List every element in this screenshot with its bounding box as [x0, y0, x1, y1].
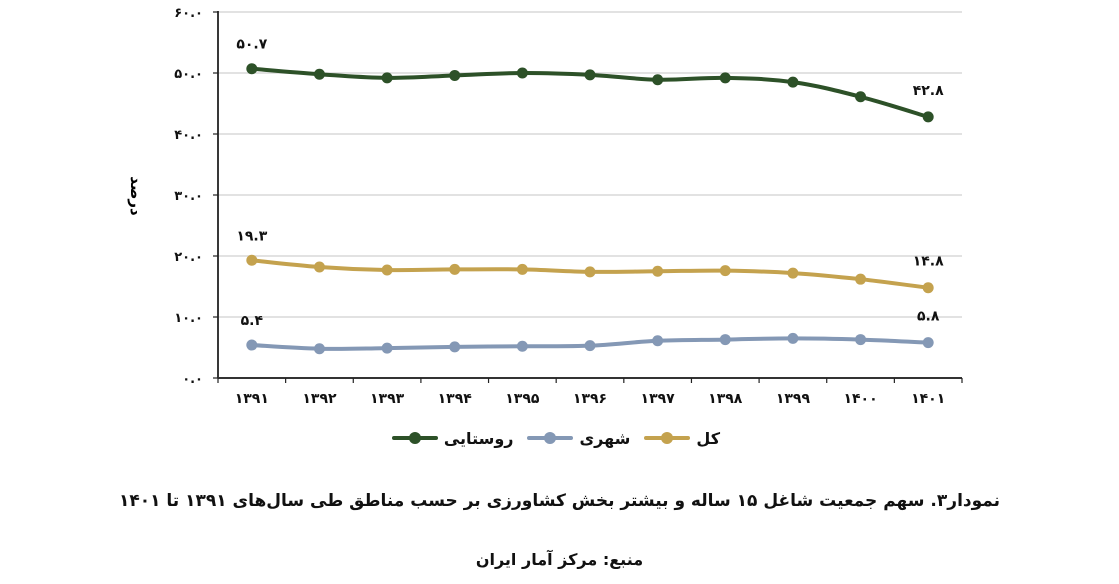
data-point — [381, 72, 393, 84]
data-point — [922, 282, 934, 294]
data-point — [922, 337, 934, 349]
y-tick-label: ۵۰.۰ — [174, 67, 203, 82]
legend-label-urban: شهری — [579, 428, 631, 448]
legend-item-urban: شهری — [527, 429, 630, 448]
data-point — [855, 273, 867, 285]
data-point — [449, 341, 461, 353]
data-point — [381, 342, 393, 354]
chart-caption-source: منبع: مرکز آمار ایران — [475, 550, 644, 569]
data-point — [787, 76, 799, 88]
data-point — [652, 265, 664, 277]
x-tick-label: ۱۳۹۱ — [235, 391, 269, 407]
legend-label-rural: روستایی — [443, 428, 514, 448]
legend-item-total: کل — [644, 429, 720, 448]
axes — [213, 11, 963, 383]
legend: روستایی شهری کل — [391, 424, 720, 452]
series-کل: ۱۹.۳ ۱۴.۸ — [236, 228, 944, 294]
x-tick-label: ۱۳۹۳ — [370, 391, 405, 407]
x-tick-label: ۱۳۹۴ — [438, 391, 473, 407]
data-point — [516, 340, 528, 352]
y-tick-label: ۱۰.۰ — [174, 311, 203, 326]
data-label: ۵.۸ — [917, 309, 940, 325]
data-point — [449, 69, 461, 81]
chart-caption-title: نمودار۳. سهم جمعیت شاغل ۱۵ ساله و بیشتر … — [118, 491, 1001, 511]
x-tick-label: ۱۳۹۷ — [641, 391, 676, 407]
x-axis-ticks: ۱۳۹۱ ۱۳۹۲ ۱۳۹۳ ۱۳۹۴ ۱۳۹۵ ۱۳۹۶ ۱۳۹۷ ۱۳۹۸ ۱۳۹۹ ۱۴۰۰… — [235, 391, 946, 407]
y-tick-label: ۰.۰ — [182, 372, 203, 387]
y-tick-label: ۶۰.۰ — [174, 6, 203, 21]
data-point — [787, 332, 799, 344]
x-tick-label: ۱۳۹۵ — [505, 391, 540, 407]
series-شهری: ۵.۴ ۵.۸ — [241, 309, 940, 355]
x-tick-label: ۱۴۰۰ — [843, 391, 877, 407]
data-point — [246, 339, 258, 351]
data-point — [246, 63, 258, 75]
data-point — [313, 261, 325, 273]
data-point — [381, 264, 393, 276]
total-line-marker-icon — [644, 431, 691, 445]
data-point — [719, 334, 731, 346]
data-label: ۱۴.۸ — [913, 254, 944, 270]
data-point — [922, 111, 934, 123]
data-point — [652, 335, 664, 347]
y-axis-ticks: ۰.۰ ۱۰.۰ ۲۰.۰ ۳۰.۰ ۴۰.۰ ۵۰.۰ ۶۰.۰ — [174, 6, 203, 387]
data-point — [719, 72, 731, 84]
data-point — [584, 266, 596, 278]
data-point — [246, 254, 258, 266]
x-tick-label: ۱۳۹۹ — [776, 391, 811, 407]
data-point — [516, 263, 528, 275]
data-point — [855, 334, 867, 346]
data-point — [584, 340, 596, 352]
data-point — [855, 91, 867, 103]
series-روستایی: ۵۰.۷ ۴۲.۸ — [236, 37, 944, 123]
y-tick-label: ۳۰.۰ — [174, 189, 203, 204]
data-point — [449, 263, 461, 275]
y-tick-label: ۲۰.۰ — [174, 250, 203, 265]
rural-line-marker-icon — [391, 431, 438, 445]
data-series: ۵۰.۷ ۴۲.۸ ۵.۴ ۵.۸ ۱۹.۳ ۱۴.۸ — [236, 37, 944, 355]
data-point — [313, 343, 325, 355]
line-chart: ۰.۰ ۱۰.۰ ۲۰.۰ ۳۰.۰ ۴۰.۰ ۵۰.۰ ۶۰.۰ ۱۳۹۱ ۱۳۹۲ ۱۳۹۳… — [127, 6, 963, 407]
x-tick-label: ۱۳۹۲ — [302, 391, 337, 407]
data-label: ۵.۴ — [241, 313, 264, 329]
data-point — [719, 265, 731, 277]
data-label: ۱۹.۳ — [236, 228, 267, 244]
legend-label-total: کل — [696, 428, 720, 448]
x-tick-label: ۱۴۰۱ — [911, 391, 945, 407]
y-tick-label: ۴۰.۰ — [174, 128, 203, 143]
data-point — [787, 267, 799, 279]
data-label: ۴۲.۸ — [913, 83, 944, 99]
x-tick-label: ۱۳۹۶ — [573, 391, 607, 407]
y-axis-label: درصد — [127, 176, 145, 216]
legend-item-rural: روستایی — [391, 428, 514, 448]
urban-line-marker-icon — [527, 431, 574, 445]
data-label: ۵۰.۷ — [236, 37, 267, 53]
data-point — [313, 68, 325, 80]
data-point — [584, 69, 596, 81]
data-point — [516, 67, 528, 79]
data-point — [652, 74, 664, 86]
x-tick-label: ۱۳۹۸ — [708, 391, 743, 407]
